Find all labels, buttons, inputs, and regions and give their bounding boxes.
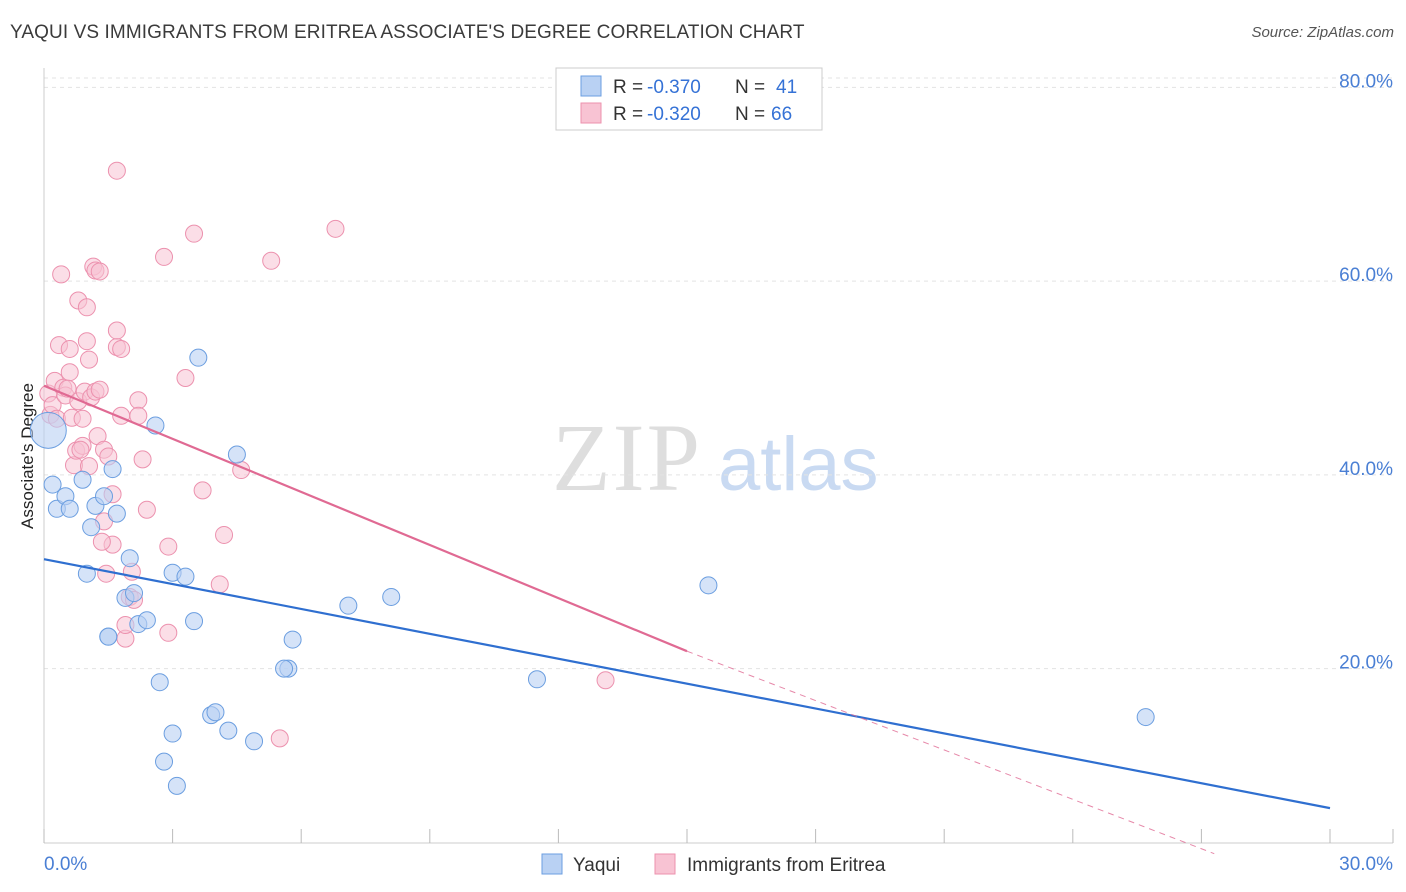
top-legend: R = -0.370 N = 41 R = -0.320 N = 66 xyxy=(555,67,823,131)
yaqui-point xyxy=(99,627,118,646)
y-tick-label: 40.0% xyxy=(1339,459,1393,480)
yaqui-point xyxy=(283,630,302,649)
eritrea-point xyxy=(92,532,111,551)
eritrea-point xyxy=(107,161,126,180)
eritrea-points xyxy=(39,161,615,748)
watermark-zip: ZIP xyxy=(552,404,702,511)
legend-n-value-yaqui: 41 xyxy=(776,77,797,98)
eritrea-point xyxy=(215,525,234,544)
yaqui-point xyxy=(29,411,67,449)
bottom-legend-label-eritrea: Immigrants from Eritrea xyxy=(687,855,886,876)
eritrea-trend-line xyxy=(43,384,688,653)
yaqui-point xyxy=(43,475,62,494)
eritrea-point xyxy=(52,265,71,284)
yaqui-point xyxy=(155,752,174,771)
eritrea-point xyxy=(112,339,131,358)
x-tick-label-max: 30.0% xyxy=(1339,854,1393,875)
eritrea-point xyxy=(155,247,174,266)
eritrea-point xyxy=(137,500,156,519)
yaqui-point xyxy=(125,584,144,603)
yaqui-point xyxy=(219,721,238,740)
eritrea-point xyxy=(596,671,615,690)
eritrea-point xyxy=(262,251,281,270)
legend-r-label-yaqui: R = xyxy=(613,77,643,98)
y-tick-label: 60.0% xyxy=(1339,265,1393,286)
source-label: Source: ZipAtlas.com xyxy=(1251,24,1394,41)
trend-lines xyxy=(43,384,1331,855)
yaqui-point xyxy=(245,732,264,751)
eritrea-point xyxy=(60,363,79,382)
eritrea-point xyxy=(326,219,345,238)
eritrea-point xyxy=(159,623,178,642)
bottom-legend-swatch-yaqui xyxy=(541,853,563,875)
watermark: ZIP atlas xyxy=(552,404,879,511)
yaqui-point xyxy=(73,470,92,489)
yaqui-point xyxy=(120,549,139,568)
eritrea-point xyxy=(97,564,116,583)
legend-r-value-eritrea: -0.320 xyxy=(647,104,701,125)
yaqui-point xyxy=(137,611,156,630)
yaqui-point xyxy=(103,460,122,479)
axes xyxy=(43,68,1394,844)
eritrea-point xyxy=(129,391,148,410)
bottom-legend-label-yaqui: Yaqui xyxy=(573,855,620,876)
eritrea-point xyxy=(159,537,178,556)
eritrea-point xyxy=(133,450,152,469)
eritrea-point xyxy=(107,321,126,340)
legend-swatch-yaqui xyxy=(580,75,602,97)
yaqui-point xyxy=(1136,708,1155,727)
yaqui-point xyxy=(185,612,204,631)
yaqui-point xyxy=(189,348,208,367)
legend-swatch-eritrea xyxy=(580,102,602,124)
yaqui-point xyxy=(167,776,186,795)
legend-n-label-yaqui: N = xyxy=(735,77,765,98)
eritrea-point xyxy=(60,339,79,358)
yaqui-point xyxy=(150,673,169,692)
yaqui-points xyxy=(29,348,1155,795)
legend-r-value-yaqui: -0.370 xyxy=(647,77,701,98)
bottom-legend: Yaqui Immigrants from Eritrea xyxy=(541,853,886,876)
yaqui-point xyxy=(527,670,546,689)
eritrea-point xyxy=(77,332,96,351)
yaqui-point xyxy=(60,499,79,518)
yaqui-point xyxy=(82,518,101,537)
yaqui-point xyxy=(227,445,246,464)
eritrea-point xyxy=(71,440,90,459)
chart-title: YAQUI VS IMMIGRANTS FROM ERITREA ASSOCIA… xyxy=(10,22,805,43)
eritrea-point xyxy=(77,298,96,317)
eritrea-point xyxy=(90,380,109,399)
yaqui-point xyxy=(107,504,126,523)
eritrea-point xyxy=(176,369,195,387)
gridlines xyxy=(44,77,1393,670)
yaqui-point xyxy=(699,576,718,595)
yaqui-point xyxy=(339,596,358,615)
eritrea-point xyxy=(210,575,229,594)
legend-n-label-eritrea: N = xyxy=(735,104,765,125)
yaqui-trend-line xyxy=(43,558,1331,810)
y-tick-label: 20.0% xyxy=(1339,653,1393,674)
legend-n-value-eritrea: 66 xyxy=(771,104,792,125)
y-tick-label: 80.0% xyxy=(1339,71,1393,92)
yaqui-point xyxy=(176,567,195,586)
y-tick-labels: 20.0% 40.0% 60.0% 80.0% xyxy=(1339,71,1393,673)
eritrea-point xyxy=(90,262,109,281)
yaqui-point xyxy=(382,587,401,606)
eritrea-point xyxy=(80,350,99,369)
yaqui-point xyxy=(206,703,225,722)
eritrea-point xyxy=(270,729,289,748)
eritrea-point xyxy=(193,481,212,500)
eritrea-point xyxy=(73,409,92,428)
yaqui-point xyxy=(163,724,182,743)
eritrea-point xyxy=(185,224,204,243)
watermark-atlas: atlas xyxy=(718,422,879,507)
yaqui-point xyxy=(77,564,96,583)
yaqui-point xyxy=(95,487,114,506)
x-tick-label-min: 0.0% xyxy=(44,854,87,875)
yaqui-point xyxy=(275,659,294,678)
legend-r-label-eritrea: R = xyxy=(613,104,643,125)
eritrea-trend-line-dashed xyxy=(686,650,1215,855)
bottom-legend-swatch-eritrea xyxy=(654,853,676,875)
